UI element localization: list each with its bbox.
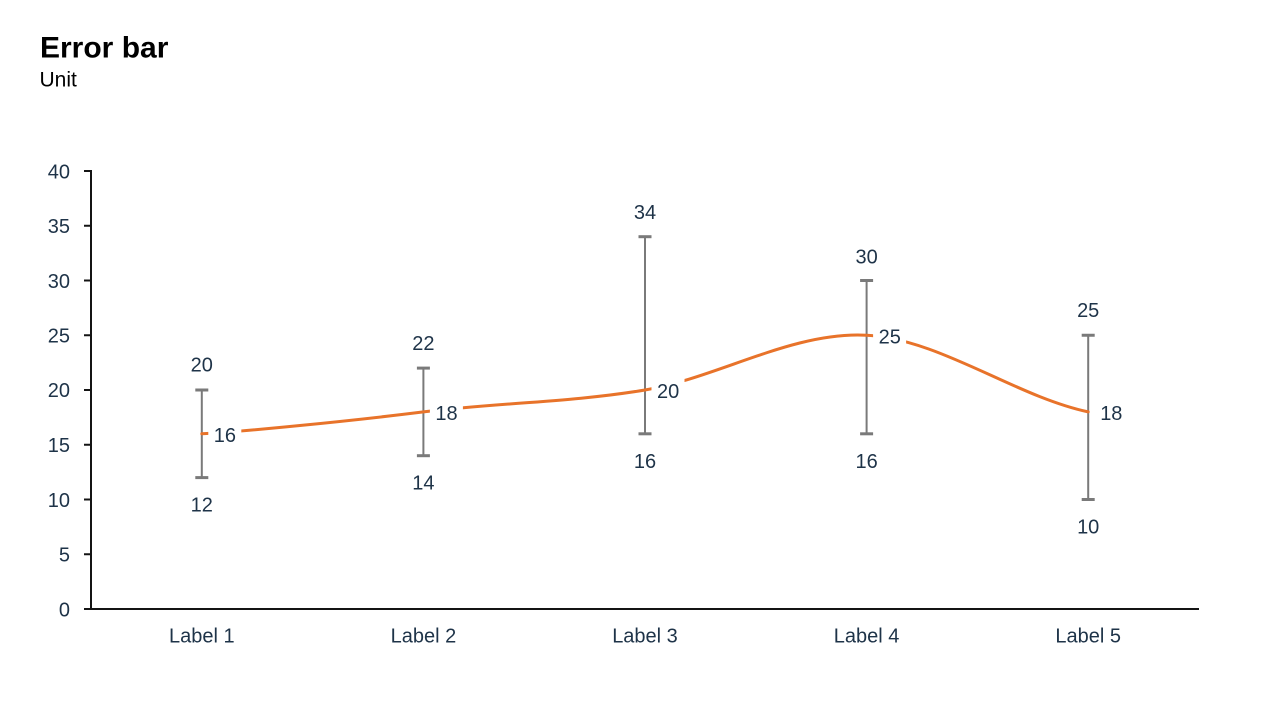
svg-text:12: 12 [191,495,213,517]
svg-text:15: 15 [48,435,70,457]
svg-text:22: 22 [412,333,434,355]
svg-text:Label 5: Label 5 [1055,626,1121,648]
svg-text:Error bar: Error bar [40,32,169,65]
svg-text:Label 2: Label 2 [391,626,457,648]
svg-text:Label 4: Label 4 [834,626,900,648]
svg-text:10: 10 [1077,517,1099,539]
svg-text:16: 16 [855,451,877,473]
svg-text:14: 14 [412,473,434,495]
svg-text:20: 20 [191,354,213,376]
svg-text:30: 30 [48,271,70,293]
svg-text:25: 25 [48,326,70,348]
svg-text:20: 20 [48,380,70,402]
svg-text:34: 34 [634,202,656,224]
svg-text:25: 25 [1077,300,1099,322]
svg-text:Label 1: Label 1 [169,626,235,648]
svg-text:Label 3: Label 3 [612,626,678,648]
svg-text:16: 16 [634,451,656,473]
svg-text:25: 25 [879,326,901,348]
svg-text:16: 16 [214,425,236,447]
svg-text:Unit: Unit [40,69,78,92]
svg-text:30: 30 [855,247,877,269]
svg-text:10: 10 [48,490,70,512]
svg-text:0: 0 [59,599,70,621]
svg-text:18: 18 [435,403,457,425]
svg-text:20: 20 [657,381,679,403]
svg-text:18: 18 [1100,403,1122,425]
svg-text:5: 5 [59,545,70,567]
svg-text:35: 35 [48,216,70,238]
svg-text:40: 40 [48,161,70,183]
